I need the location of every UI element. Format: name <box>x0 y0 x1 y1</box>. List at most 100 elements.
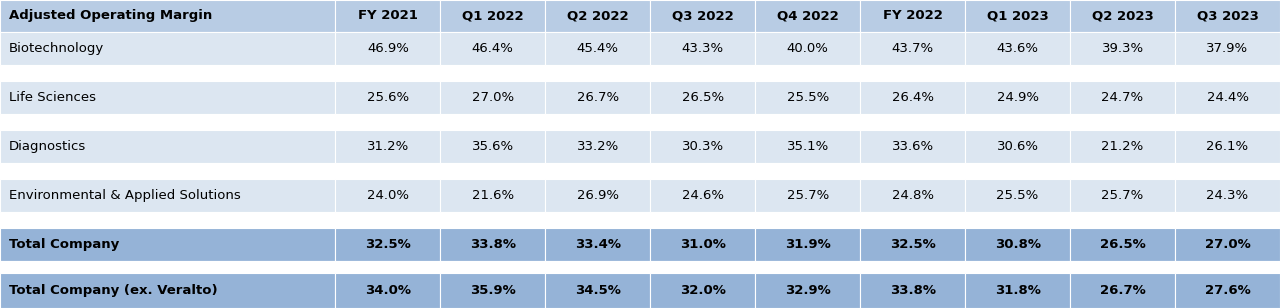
Bar <box>650 163 755 179</box>
Bar <box>860 81 965 114</box>
Bar <box>440 179 545 212</box>
Text: 33.2%: 33.2% <box>576 140 620 153</box>
Bar <box>335 64 440 81</box>
Text: 25.7%: 25.7% <box>1101 189 1144 202</box>
Text: 26.5%: 26.5% <box>1100 238 1146 251</box>
Bar <box>1175 228 1280 261</box>
Text: Adjusted Operating Margin: Adjusted Operating Margin <box>9 10 212 22</box>
Bar <box>650 81 755 114</box>
Bar <box>755 228 860 261</box>
Text: 31.2%: 31.2% <box>366 140 410 153</box>
Text: Q2 2023: Q2 2023 <box>1092 10 1153 22</box>
Bar <box>545 32 650 64</box>
Bar <box>860 228 965 261</box>
Text: Biotechnology: Biotechnology <box>9 42 104 55</box>
Bar <box>440 228 545 261</box>
Text: 24.4%: 24.4% <box>1207 91 1248 104</box>
Bar <box>0 81 335 114</box>
Text: Q3 2023: Q3 2023 <box>1197 10 1258 22</box>
Bar <box>545 261 650 274</box>
Bar <box>1070 228 1175 261</box>
Text: 39.3%: 39.3% <box>1102 42 1143 55</box>
Text: 43.6%: 43.6% <box>997 42 1038 55</box>
Bar <box>860 130 965 163</box>
Bar <box>0 32 335 64</box>
Bar <box>650 114 755 130</box>
Bar <box>650 212 755 228</box>
Bar <box>335 81 440 114</box>
Bar <box>1070 163 1175 179</box>
Bar <box>1175 274 1280 308</box>
Text: 37.9%: 37.9% <box>1207 42 1248 55</box>
Text: 35.6%: 35.6% <box>472 140 513 153</box>
Bar <box>755 0 860 32</box>
Text: Environmental & Applied Solutions: Environmental & Applied Solutions <box>9 189 241 202</box>
Bar <box>440 130 545 163</box>
Text: Total Company: Total Company <box>9 238 119 251</box>
Bar <box>860 64 965 81</box>
Text: Q4 2022: Q4 2022 <box>777 10 838 22</box>
Bar <box>650 261 755 274</box>
Text: 25.5%: 25.5% <box>786 91 829 104</box>
Bar <box>965 64 1070 81</box>
Bar <box>440 64 545 81</box>
Text: 21.2%: 21.2% <box>1101 140 1144 153</box>
Text: 21.6%: 21.6% <box>472 189 513 202</box>
Bar <box>440 212 545 228</box>
Text: 24.6%: 24.6% <box>682 189 723 202</box>
Bar <box>1175 179 1280 212</box>
Text: 26.1%: 26.1% <box>1207 140 1248 153</box>
Bar <box>1070 179 1175 212</box>
Text: 30.8%: 30.8% <box>995 238 1041 251</box>
Text: 35.1%: 35.1% <box>786 140 829 153</box>
Text: 24.9%: 24.9% <box>997 91 1038 104</box>
Bar <box>965 212 1070 228</box>
Bar <box>860 274 965 308</box>
Bar <box>335 179 440 212</box>
Text: 26.9%: 26.9% <box>577 189 618 202</box>
Bar <box>755 130 860 163</box>
Text: 34.5%: 34.5% <box>575 284 621 297</box>
Bar <box>965 163 1070 179</box>
Bar <box>545 163 650 179</box>
Bar <box>545 228 650 261</box>
Bar <box>335 274 440 308</box>
Text: 30.3%: 30.3% <box>682 140 723 153</box>
Text: 24.3%: 24.3% <box>1207 189 1248 202</box>
Text: 33.8%: 33.8% <box>470 238 516 251</box>
Bar <box>755 212 860 228</box>
Bar <box>1070 130 1175 163</box>
Bar <box>335 32 440 64</box>
Bar <box>545 212 650 228</box>
Bar <box>335 0 440 32</box>
Bar <box>1070 32 1175 64</box>
Bar <box>545 130 650 163</box>
Bar <box>335 163 440 179</box>
Bar <box>860 261 965 274</box>
Text: Diagnostics: Diagnostics <box>9 140 86 153</box>
Bar <box>440 81 545 114</box>
Text: 32.0%: 32.0% <box>680 284 726 297</box>
Text: 32.9%: 32.9% <box>785 284 831 297</box>
Bar <box>1175 163 1280 179</box>
Bar <box>860 163 965 179</box>
Bar <box>650 274 755 308</box>
Bar <box>335 130 440 163</box>
Text: 33.8%: 33.8% <box>890 284 936 297</box>
Text: 30.6%: 30.6% <box>997 140 1038 153</box>
Bar <box>0 212 335 228</box>
Bar <box>860 114 965 130</box>
Bar <box>1175 0 1280 32</box>
Text: 27.0%: 27.0% <box>1204 238 1251 251</box>
Bar <box>965 274 1070 308</box>
Bar <box>0 64 335 81</box>
Text: FY 2021: FY 2021 <box>358 10 417 22</box>
Bar <box>755 32 860 64</box>
Bar <box>1175 64 1280 81</box>
Bar <box>650 64 755 81</box>
Bar <box>650 228 755 261</box>
Text: 25.7%: 25.7% <box>786 189 829 202</box>
Bar <box>1070 64 1175 81</box>
Text: 32.5%: 32.5% <box>890 238 936 251</box>
Bar <box>1070 0 1175 32</box>
